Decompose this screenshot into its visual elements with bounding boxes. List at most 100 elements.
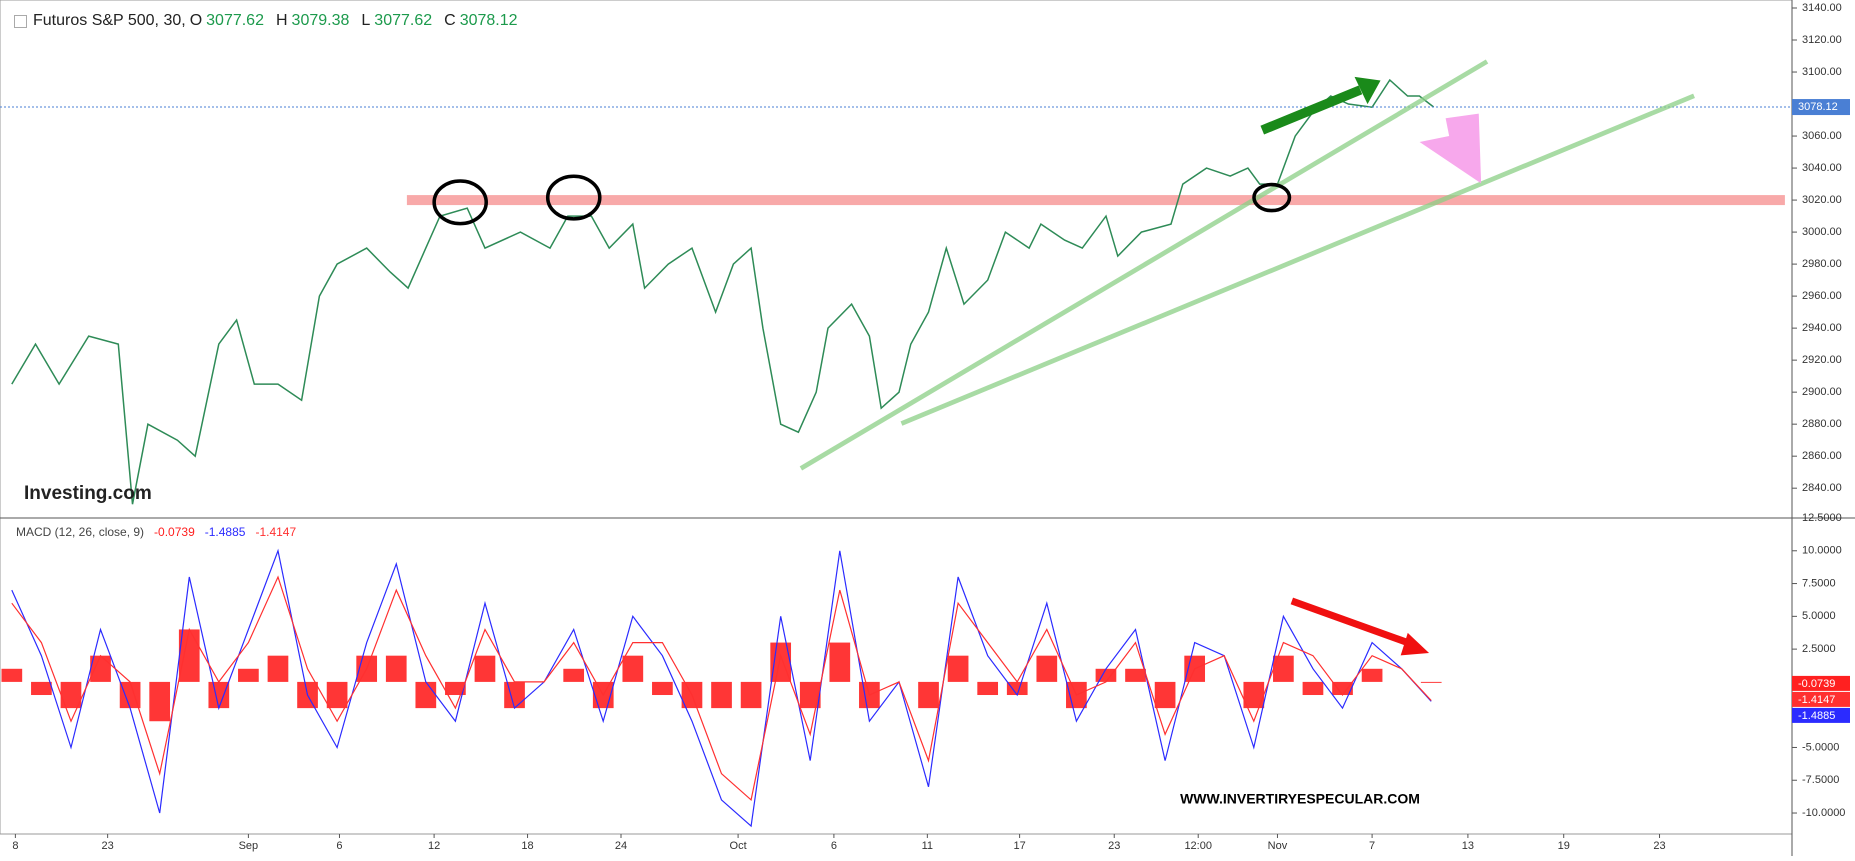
histogram-bar	[918, 681, 939, 709]
y-tick-label: 12.5000	[1802, 512, 1842, 524]
value-box	[1792, 675, 1850, 691]
circle-mark	[1252, 182, 1292, 213]
histogram-bar	[504, 681, 525, 709]
histogram-bar	[415, 681, 437, 709]
y-tick-label: 2900.00	[1802, 386, 1842, 398]
x-tick-label: 8	[12, 840, 18, 852]
histogram-bar	[1095, 668, 1117, 682]
y-tick-label: 3040.00	[1802, 162, 1842, 174]
y-tick-label: 3120.00	[1802, 34, 1842, 46]
y-tick-label: 3020.00	[1802, 194, 1842, 206]
macd-value: -1.4885	[204, 525, 246, 539]
ohlc-label: C	[444, 12, 456, 29]
x-tick-label: 18	[521, 840, 533, 852]
last-price-box	[1792, 99, 1850, 116]
watermark: Investing.com	[24, 483, 152, 504]
y-tick-label: 2940.00	[1802, 322, 1842, 334]
y-tick-label: 2980.00	[1802, 258, 1842, 270]
last-price-label: 3078.12	[1798, 101, 1838, 113]
histogram-bar	[60, 681, 82, 709]
histogram-bar	[711, 681, 732, 709]
histogram-bar	[1154, 681, 1176, 709]
histogram-bar	[1420, 681, 1442, 683]
histogram-bar	[1125, 668, 1146, 682]
trend-line	[799, 59, 1489, 471]
histogram-bar	[1273, 655, 1294, 682]
value-box	[1792, 707, 1850, 723]
y-tick-label: 3000.00	[1802, 226, 1842, 238]
ohlc-label: L	[361, 12, 371, 29]
header: Futuros S&P 500, 30, O 3077.62 H 3079.38 L 307…	[14, 12, 526, 30]
macd-title: MACD (12, 26, close, 9)	[16, 525, 145, 539]
x-tick-label: 19	[1558, 840, 1570, 852]
histogram-bar	[149, 681, 171, 722]
x-tick-label: 23	[102, 840, 114, 852]
histogram-bar	[1243, 681, 1265, 709]
x-tick-label: Nov	[1268, 840, 1288, 852]
histogram-bar	[977, 681, 999, 696]
arrow-head	[1400, 632, 1430, 656]
y-tick-label: 2.5000	[1802, 643, 1836, 655]
macd-header: MACD (12, 26, close, 9) -0.0739 -1.4885 -1.…	[16, 525, 296, 539]
x-tick-label: 6	[831, 840, 837, 852]
plot-frame	[0, 0, 1793, 835]
histogram-bar	[1332, 681, 1353, 696]
y-tick-label: 10.0000	[1802, 545, 1842, 557]
ohlc-value: 3077.62	[374, 12, 433, 29]
histogram-bar	[1302, 681, 1324, 696]
y-tick-label: 2840.00	[1802, 482, 1842, 494]
histogram-bar	[563, 668, 585, 682]
histogram-bar	[740, 681, 762, 709]
arrow	[1260, 85, 1363, 135]
y-tick-label: 5.0000	[1802, 610, 1836, 622]
histogram-bar	[238, 668, 259, 682]
histogram-bar	[799, 681, 821, 709]
y-tick-label: 2880.00	[1802, 418, 1842, 430]
price-line	[11, 78, 1435, 505]
histogram-bar	[1, 668, 23, 682]
value-box-label: -1.4147	[1798, 694, 1835, 706]
value-box	[1792, 691, 1850, 707]
histogram-bar	[31, 681, 52, 696]
histogram-bar	[90, 655, 111, 682]
x-tick-label: 12	[428, 840, 440, 852]
value-box-label: -0.0739	[1798, 678, 1835, 690]
macd-value: -1.4147	[255, 525, 297, 539]
y-tick-label: -7.5000	[1802, 774, 1839, 786]
y-tick-label: 3100.00	[1802, 66, 1842, 78]
annotations	[432, 59, 1695, 656]
x-tick-label: 24	[615, 840, 627, 852]
x-tick-label: 23	[1653, 840, 1665, 852]
x-tick-label: 12:00	[1184, 840, 1212, 852]
histogram-bar	[385, 655, 407, 682]
x-tick-label: Oct	[730, 840, 747, 852]
arrow	[1419, 113, 1482, 184]
support-zone	[406, 195, 1785, 206]
y-tick-label: 3140.00	[1802, 2, 1842, 14]
arrow	[1290, 597, 1415, 649]
circle-mark	[545, 174, 602, 221]
circle-mark	[432, 179, 488, 226]
credit: WWW.INVERTIRYESPECULAR.COM	[1180, 791, 1420, 807]
histogram-bar	[1361, 668, 1383, 682]
y-tick-label: 3060.00	[1802, 130, 1842, 142]
macd-line	[11, 575, 1432, 802]
histogram-bar	[947, 655, 969, 682]
y-tick-label: -10.0000	[1802, 807, 1845, 819]
histogram-bar	[1006, 681, 1028, 696]
ohlc-value: 3077.62	[206, 12, 264, 29]
macd-value: -0.0739	[154, 525, 195, 539]
histogram-bar	[622, 655, 644, 682]
x-tick-label: 13	[1462, 840, 1474, 852]
histogram-bar	[829, 642, 851, 682]
symbol: Futuros S&P 500, 30,	[33, 12, 186, 29]
ohlc-value: 3079.38	[291, 12, 350, 29]
histogram-bar	[267, 655, 289, 682]
histogram-bar	[326, 681, 348, 709]
ohlc-label: O	[189, 12, 203, 29]
histogram-bar	[208, 681, 230, 709]
macd-line	[11, 548, 1432, 828]
trend-line	[900, 93, 1695, 426]
